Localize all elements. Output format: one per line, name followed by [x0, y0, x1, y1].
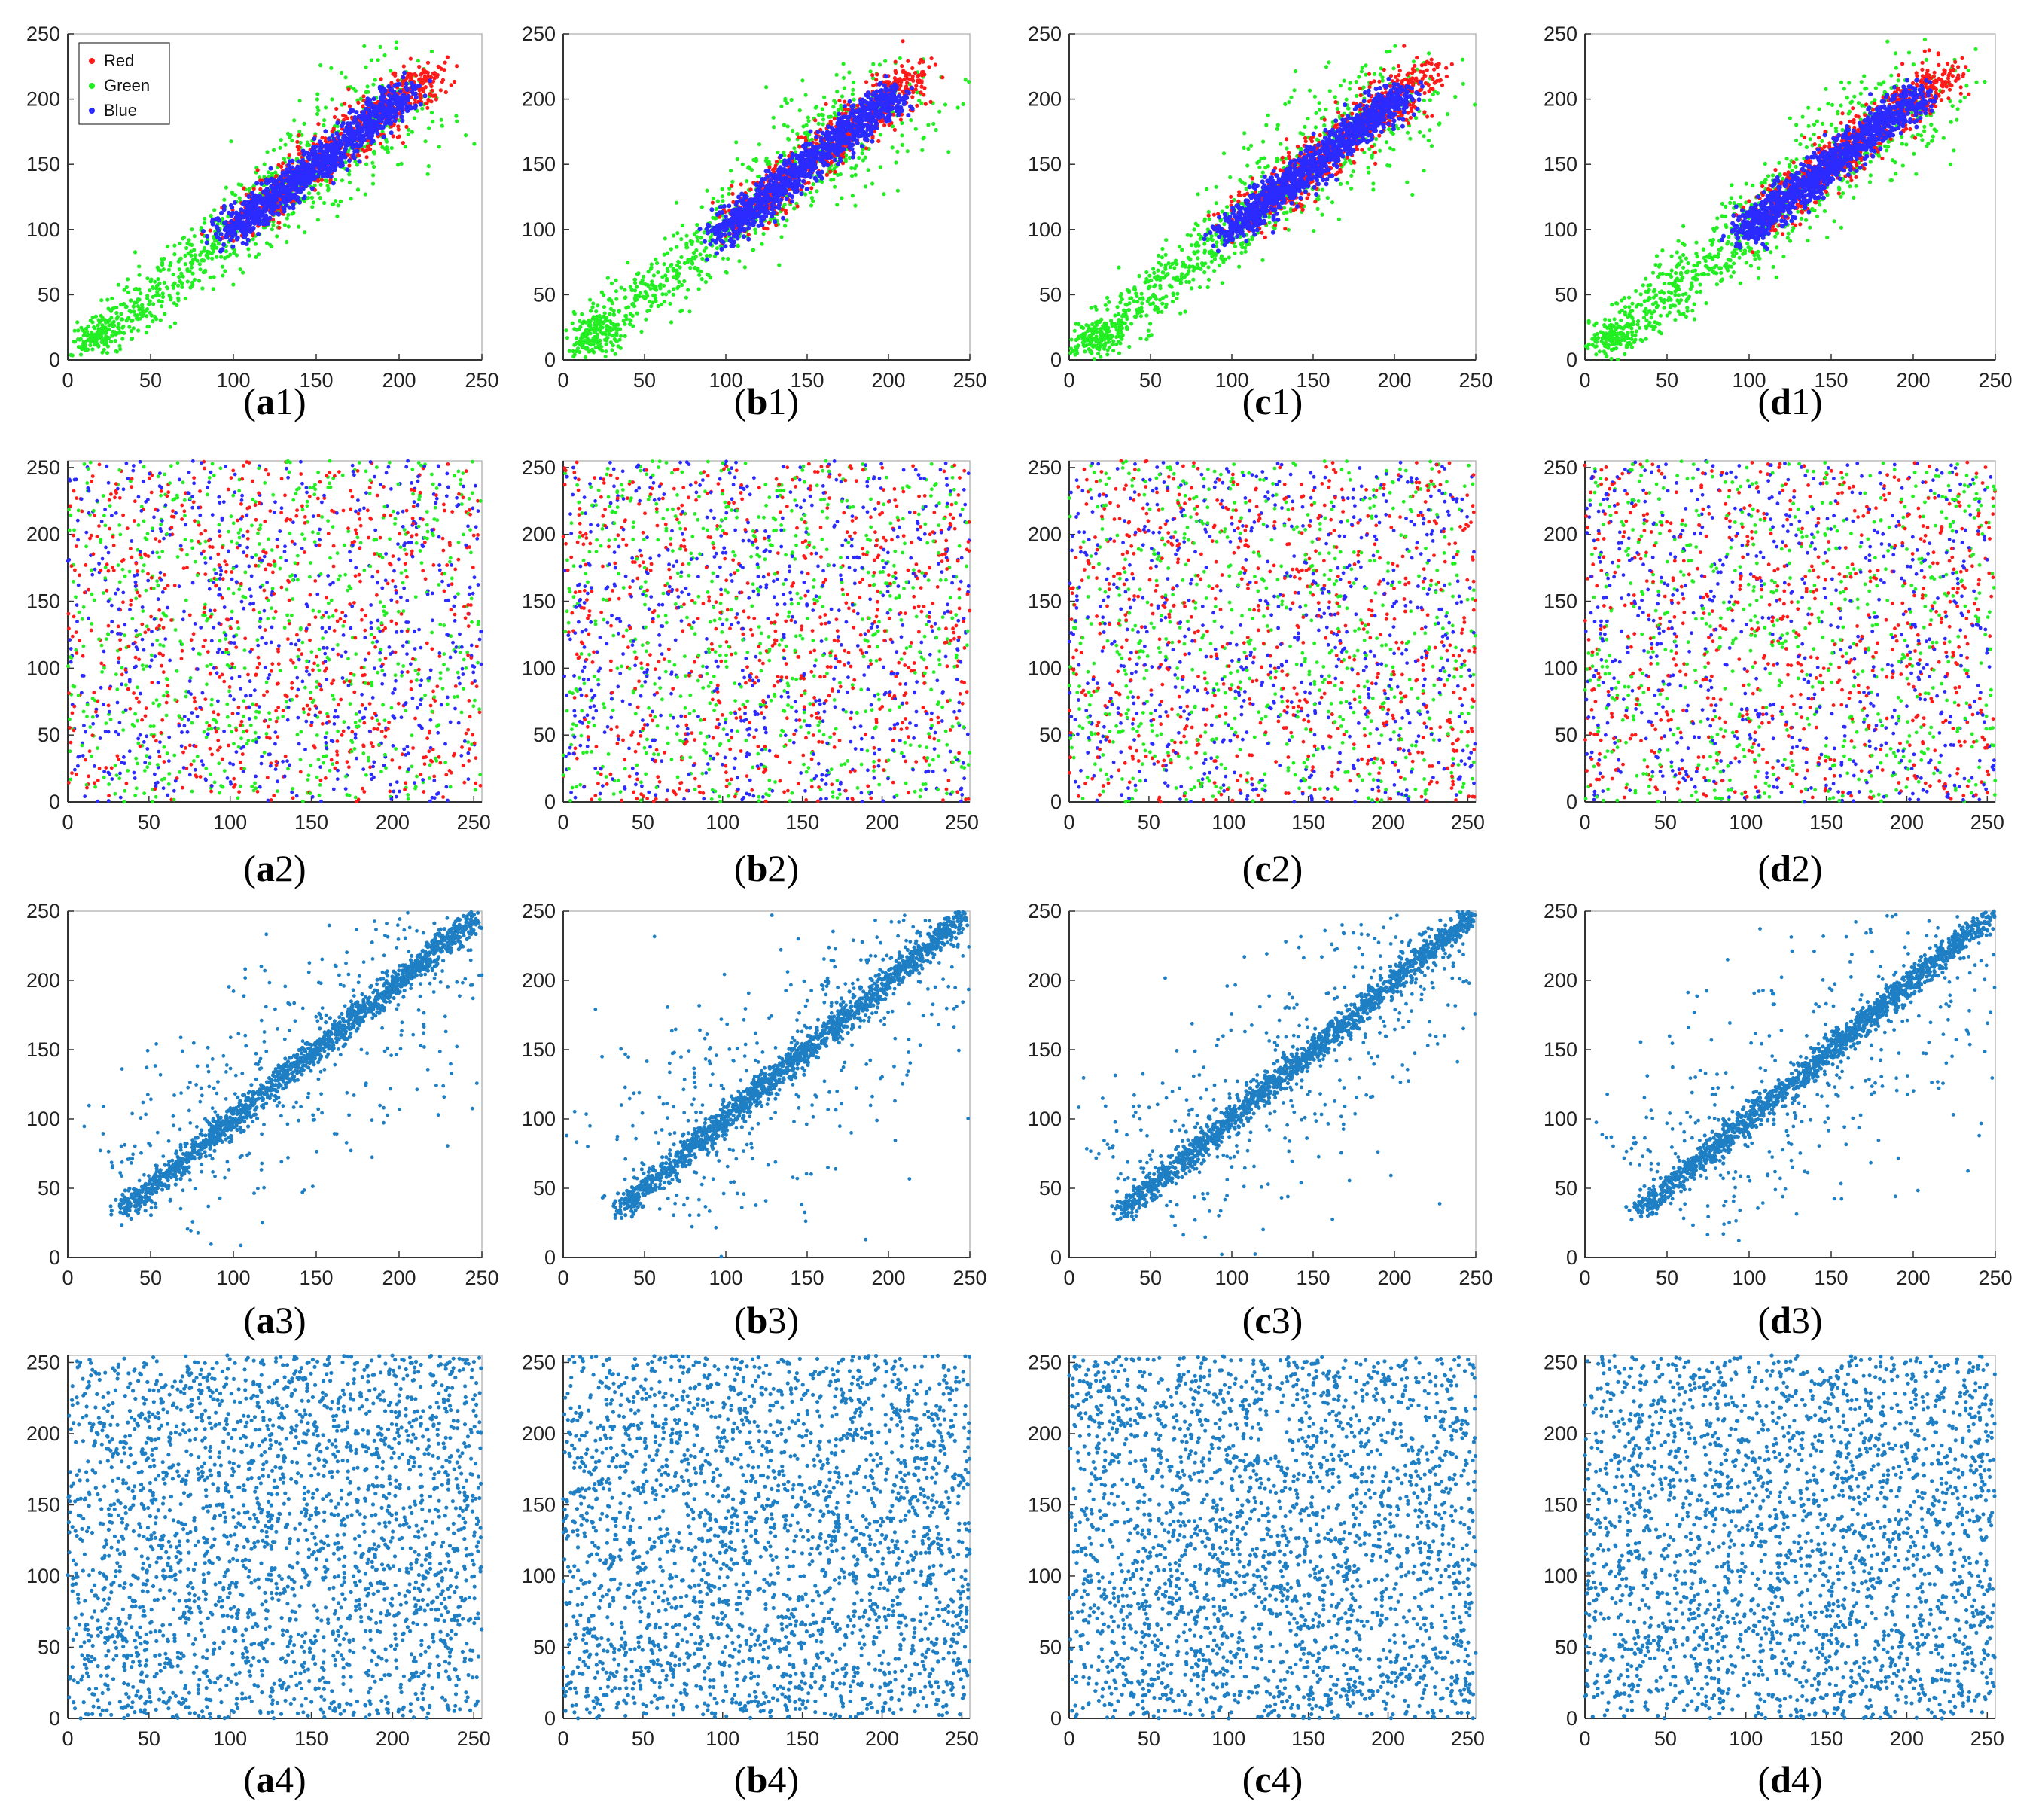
- green-point: [127, 325, 132, 329]
- green-point: [416, 59, 421, 63]
- green-point: [322, 200, 327, 206]
- green-point: [426, 164, 431, 169]
- green-point: [396, 163, 401, 167]
- green-point: [88, 343, 93, 348]
- x-tick-label-a1: 250: [465, 369, 498, 392]
- green-point: [298, 140, 303, 145]
- green-point: [184, 245, 189, 251]
- green-point: [241, 270, 245, 275]
- green-point: [349, 197, 353, 201]
- green-point: [161, 267, 166, 272]
- green-point: [307, 191, 312, 196]
- green-point: [330, 97, 334, 102]
- green-point: [273, 170, 278, 175]
- green-point: [132, 309, 136, 314]
- green-point: [254, 255, 258, 259]
- green-point: [247, 253, 251, 258]
- x-tick-label-a1: 200: [382, 369, 416, 392]
- green-point: [183, 296, 187, 301]
- points-a1: [69, 40, 477, 358]
- green-point: [139, 291, 143, 296]
- green-point: [172, 243, 177, 248]
- y-tick-label-a1: 250: [26, 23, 60, 45]
- green-point: [133, 300, 137, 305]
- green-point: [119, 312, 123, 316]
- green-point: [315, 97, 319, 102]
- green-point: [129, 329, 133, 334]
- green-point: [279, 138, 283, 142]
- green-point: [187, 238, 191, 242]
- green-point: [212, 275, 216, 279]
- green-point: [292, 118, 297, 123]
- x-tick-label-a1: 150: [299, 369, 333, 392]
- green-point: [177, 275, 181, 279]
- green-point: [454, 114, 459, 118]
- y-tick-label-a1: 200: [26, 88, 60, 111]
- green-point: [175, 303, 179, 307]
- green-point: [238, 267, 242, 272]
- green-point: [180, 285, 184, 289]
- green-point: [105, 351, 110, 355]
- green-point: [137, 273, 142, 277]
- green-point: [286, 224, 291, 229]
- green-point: [157, 299, 161, 303]
- green-point: [192, 277, 197, 282]
- green-point: [107, 323, 111, 328]
- green-point: [113, 339, 117, 343]
- green-point: [100, 323, 105, 328]
- green-point: [151, 294, 155, 299]
- green-point: [183, 262, 187, 267]
- green-point: [286, 212, 291, 217]
- green-point: [172, 252, 177, 257]
- x-tick-label-a1: 0: [62, 369, 73, 392]
- green-point: [151, 319, 155, 324]
- green-point: [84, 334, 90, 338]
- green-point: [429, 49, 434, 54]
- green-point: [126, 290, 131, 294]
- green-point: [210, 256, 215, 261]
- y-tick-label-a1: 50: [38, 283, 60, 306]
- green-point: [192, 234, 197, 239]
- green-point: [145, 276, 150, 281]
- green-point: [190, 227, 194, 232]
- green-point: [353, 160, 358, 164]
- green-point: [315, 105, 320, 110]
- green-point: [181, 236, 185, 241]
- x-tick-label-a1: 100: [216, 369, 250, 392]
- green-point: [364, 162, 369, 166]
- green-point: [100, 350, 105, 355]
- green-point: [156, 277, 160, 282]
- green-point: [315, 218, 320, 222]
- green-point: [223, 269, 227, 273]
- green-point: [176, 283, 181, 288]
- green-point: [148, 299, 152, 303]
- green-point: [472, 142, 477, 146]
- green-point: [160, 299, 164, 304]
- green-point: [157, 293, 161, 297]
- green-point: [224, 249, 229, 254]
- green-point: [107, 327, 111, 332]
- green-point: [158, 318, 163, 322]
- green-point: [318, 196, 322, 200]
- green-point: [233, 193, 238, 197]
- green-point: [148, 288, 152, 293]
- y-tick-label-a1: 0: [49, 349, 60, 371]
- green-point: [93, 314, 99, 319]
- y-tick-label-a1: 100: [26, 218, 60, 241]
- green-point: [372, 164, 376, 169]
- x-tick-label-a1: 50: [139, 369, 162, 392]
- green-point: [389, 69, 393, 73]
- green-point: [136, 328, 141, 333]
- green-point: [246, 247, 251, 252]
- green-point: [399, 161, 404, 166]
- green-point: [108, 340, 114, 344]
- green-point: [105, 344, 110, 349]
- green-point: [198, 267, 203, 272]
- y-tick-label-a1: 150: [26, 153, 60, 175]
- green-point: [179, 271, 184, 276]
- green-point: [78, 352, 84, 357]
- green-point: [212, 208, 217, 212]
